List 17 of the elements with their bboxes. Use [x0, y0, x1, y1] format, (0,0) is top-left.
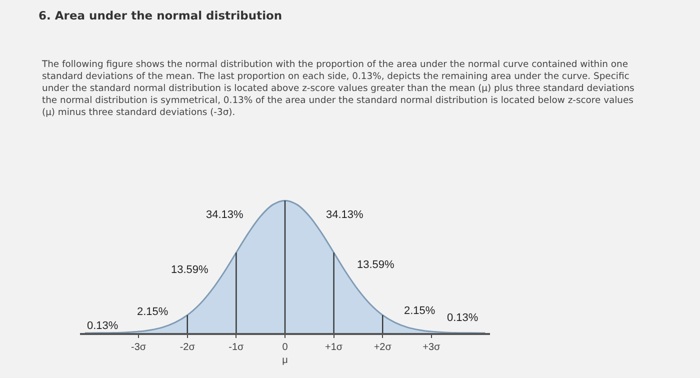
chart-subtitle: The following figure shows the normal distribution with the proportion of the area under the normal curve contained within one standard deviations of the mean. The last proportion on each side, 0.13%, depicts the remaining area under the curve. Specific under the standard normal distribution is located above z-score values greater than the mean (μ) plus three standard deviations the normal distribution is symmetrical, 0.13% of the area under the standard normal distribution is located below z-score values (μ) minus three standard deviations (-3σ). [41, 59, 635, 118]
x-tick-label: +2σ [374, 342, 392, 353]
chart-title: 6. Area under the normal distribution [38, 8, 282, 22]
annotation: 0.13% [447, 312, 478, 324]
annotation: 0.13% [87, 320, 118, 332]
annotation: 2.15% [404, 305, 436, 317]
x-tick-label: -1σ [228, 342, 245, 353]
annotation: 13.59% [357, 259, 395, 271]
x-tick-label: +3σ [422, 342, 442, 353]
x-tick-label: -2σ [180, 342, 196, 353]
annotation: 34.13% [206, 209, 244, 221]
annotation: 13.59% [171, 264, 209, 276]
x-tick-label: +1σ [325, 342, 344, 353]
annotation: 2.15% [137, 306, 168, 318]
x-tick-label: -3σ [131, 342, 147, 353]
annotation: 34.13% [326, 209, 364, 221]
x-tick-label: 0 μ [282, 342, 288, 366]
